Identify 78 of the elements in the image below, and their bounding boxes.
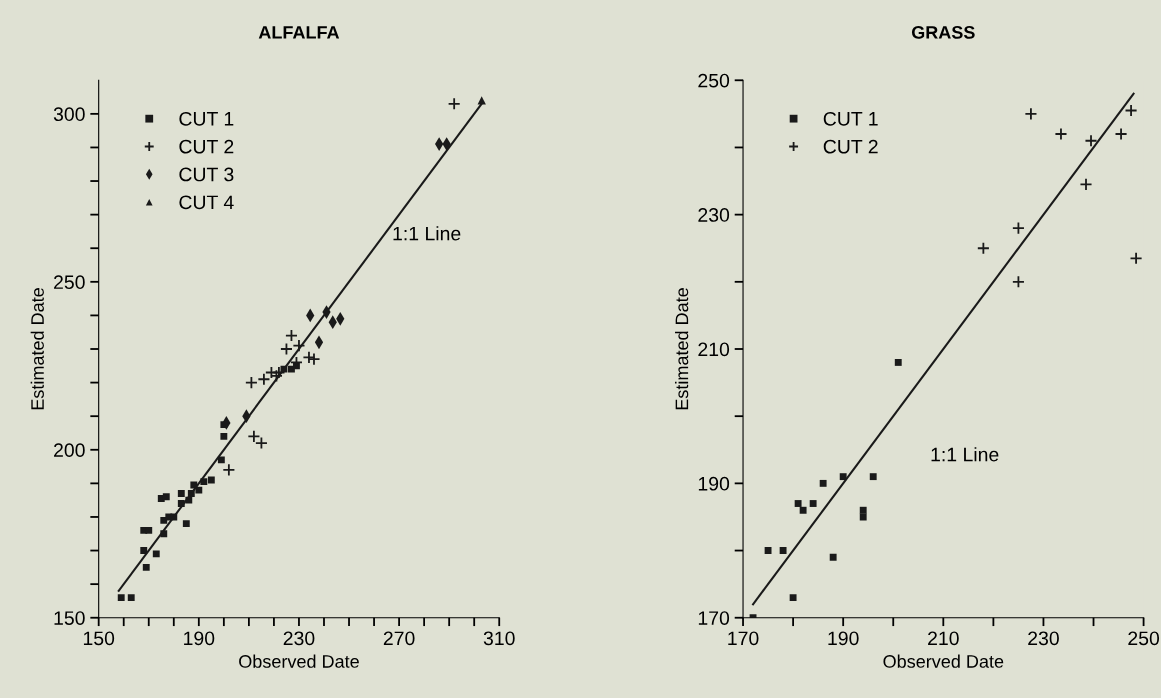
point <box>819 479 827 487</box>
legend-label: CUT 2 <box>179 139 234 154</box>
point <box>127 594 135 602</box>
point <box>1114 127 1128 141</box>
point <box>869 473 877 481</box>
point <box>145 526 153 534</box>
point <box>779 547 787 554</box>
y-axis-title: Estimated Date <box>30 288 44 410</box>
point <box>279 342 293 356</box>
legend-label: CUT 1 <box>823 111 878 126</box>
chart-title: GRASS <box>911 26 975 39</box>
point <box>222 463 236 477</box>
x-axis-title: Observed Date <box>883 654 1004 668</box>
point <box>284 329 298 343</box>
y-tick-label: 230 <box>698 208 730 222</box>
chart-title: ALFALFA <box>258 26 340 39</box>
point <box>272 366 286 379</box>
point <box>1079 177 1093 191</box>
point <box>247 429 261 443</box>
point <box>1124 104 1138 117</box>
y-axis-title: Estimated Date <box>675 288 689 410</box>
point <box>217 456 225 464</box>
point <box>976 241 990 255</box>
point <box>799 506 807 514</box>
point <box>794 500 802 507</box>
point <box>152 550 160 558</box>
y-tick-label: 250 <box>54 275 85 290</box>
x-tick-label: 190 <box>828 631 859 646</box>
series-label: 1:1 Line <box>393 226 461 241</box>
point <box>195 486 203 494</box>
point <box>447 97 461 111</box>
point <box>302 350 316 364</box>
point <box>829 553 837 561</box>
legend-label: CUT 3 <box>179 167 234 182</box>
point <box>140 547 148 554</box>
point <box>117 594 125 602</box>
text: 1:1 Line <box>931 447 999 462</box>
point <box>1011 221 1025 235</box>
point <box>1024 107 1038 121</box>
point <box>764 547 772 554</box>
point <box>1054 127 1068 141</box>
point <box>142 563 150 571</box>
y-tick-label: 200 <box>54 443 85 458</box>
point <box>220 432 228 440</box>
x-tick-label: 210 <box>928 631 959 646</box>
point <box>839 473 847 481</box>
point <box>894 359 902 366</box>
point <box>809 500 817 507</box>
legend-label: CUT 1 <box>179 111 234 126</box>
y-tick-label: 210 <box>698 342 730 357</box>
y-tick-label: 250 <box>698 73 730 88</box>
y-tick-label: 170 <box>698 611 730 625</box>
x-axis-title: Observed Date <box>239 654 359 668</box>
point <box>254 436 268 450</box>
x-tick-label: 250 <box>1128 631 1160 646</box>
point <box>1129 251 1143 265</box>
point <box>177 490 185 497</box>
x-tick-label: 310 <box>483 631 515 646</box>
point <box>182 520 190 528</box>
point <box>1084 134 1098 148</box>
point <box>292 339 306 353</box>
x-tick-label: 150 <box>83 631 115 646</box>
y-tick-label: 190 <box>698 476 730 491</box>
point <box>859 506 867 514</box>
x-tick-label: 170 <box>728 631 759 646</box>
point <box>307 352 321 366</box>
point <box>1011 275 1025 289</box>
x-tick-label: 270 <box>383 631 415 646</box>
legend-label: CUT 4 <box>179 195 234 210</box>
y-tick-label: 300 <box>53 107 85 122</box>
point <box>789 594 797 602</box>
y-tick-label: 150 <box>54 611 85 625</box>
x-tick-label: 230 <box>1028 631 1059 646</box>
point <box>162 493 170 501</box>
legend-label: CUT 2 <box>823 139 878 154</box>
x-tick-label: 190 <box>184 631 215 646</box>
x-tick-label: 230 <box>283 631 315 646</box>
point <box>244 376 258 390</box>
